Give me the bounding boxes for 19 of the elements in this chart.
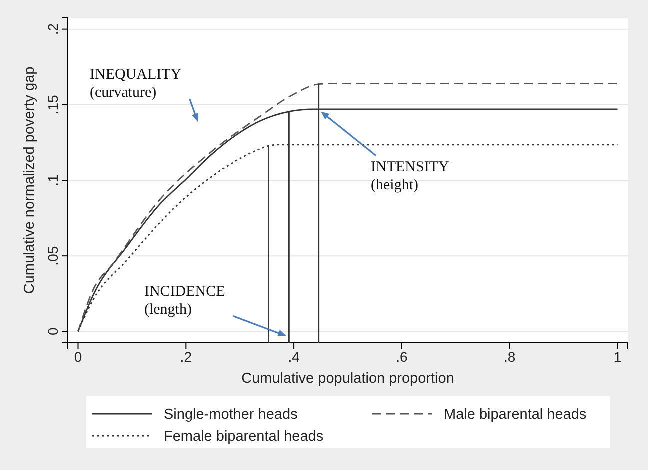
y-tick-label: .05 — [45, 246, 61, 266]
annotation: INCIDENCE (length) — [144, 284, 226, 318]
legend-label: Female biparental heads — [164, 429, 324, 445]
annotation: INEQUALITY (curvature) — [90, 67, 182, 101]
annotation: INTENSITY (height) — [371, 160, 450, 194]
legend-label: Single-mother heads — [164, 407, 298, 423]
x-axis-title: Cumulative population proportion — [242, 371, 454, 387]
x-tick-label: .6 — [396, 348, 408, 365]
legend-label: Male biparental heads — [444, 407, 587, 423]
y-tick-label: .2 — [45, 23, 61, 36]
y-tick-label: .15 — [45, 94, 61, 115]
y-tick-label: .1 — [45, 174, 61, 186]
x-tick-label: 0 — [74, 348, 82, 365]
y-tick-label: 0 — [45, 328, 61, 336]
x-tick-label: .8 — [504, 348, 516, 365]
x-tick-label: .4 — [288, 348, 300, 365]
x-tick-label: .2 — [180, 348, 192, 365]
y-axis-title: Cumulative normalized poverty gap — [22, 66, 38, 294]
x-tick-label: 1 — [614, 348, 622, 365]
